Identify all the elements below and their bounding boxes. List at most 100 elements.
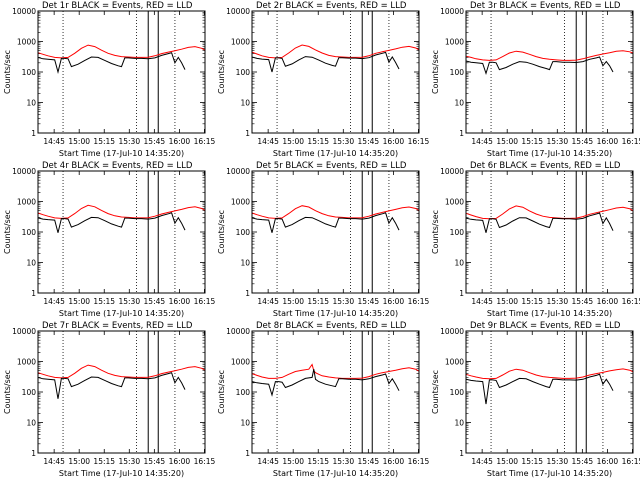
y-tick-label: 1000 <box>231 358 250 367</box>
y-tick-label: 10000 <box>440 7 464 16</box>
x-tick-label: 16:00 <box>597 297 619 306</box>
x-tick-label: 14:45 <box>471 457 493 466</box>
y-tick-label: 100 <box>236 228 251 237</box>
plot-frame <box>37 170 206 294</box>
x-tick-label: 16:15 <box>194 137 216 146</box>
y-axis-label: Counts/sec <box>431 50 440 94</box>
x-axis-label: Start Time (17-Jul-10 14:35:20) <box>487 469 612 478</box>
x-tick-label: 16:15 <box>622 297 640 306</box>
y-tick-label: 1000 <box>17 358 36 367</box>
detector-panel-6: Det 6r BLACK = Events, RED = LLD Counts/s… <box>431 161 640 318</box>
x-tick-label: 14:45 <box>257 457 279 466</box>
y-tick-label: 1 <box>245 129 250 138</box>
panel-title: Det 7r BLACK = Events, RED = LLD <box>42 321 193 331</box>
events-series-line <box>251 212 400 233</box>
x-tick-label: 15:45 <box>358 297 380 306</box>
panel-title: Det 8r BLACK = Events, RED = LLD <box>256 321 407 331</box>
y-tick-label: 1 <box>31 129 36 138</box>
x-tick-label: 15:15 <box>307 137 329 146</box>
plot-frame <box>465 330 634 454</box>
x-tick-label: 15:00 <box>68 457 90 466</box>
events-series-line <box>465 212 614 233</box>
x-tick-label: 15:15 <box>521 297 543 306</box>
x-axis-label: Start Time (17-Jul-10 14:35:20) <box>59 309 184 318</box>
y-tick-label: 10000 <box>440 327 464 336</box>
x-tick-label: 16:00 <box>169 297 191 306</box>
y-tick-label: 1 <box>245 449 250 458</box>
x-tick-label: 15:45 <box>358 457 380 466</box>
panel-title: Det 4r BLACK = Events, RED = LLD <box>42 161 193 171</box>
y-tick-label: 100 <box>22 388 37 397</box>
y-tick-label: 10 <box>26 99 36 108</box>
x-tick-label: 16:15 <box>408 457 430 466</box>
x-tick-label: 15:30 <box>332 297 354 306</box>
detector-panel-9: Det 9r BLACK = Events, RED = LLD Counts/s… <box>431 321 640 478</box>
plot-frame <box>465 170 634 294</box>
lld-series-line <box>251 44 420 59</box>
y-axis-label: Counts/sec <box>217 50 226 94</box>
plot-frame <box>251 330 420 454</box>
y-axis-label: Counts/sec <box>431 370 440 414</box>
detector-panel-4: Det 4r BLACK = Events, RED = LLD Counts/s… <box>3 161 215 318</box>
y-tick-label: 10 <box>240 259 250 268</box>
detector-panel-1: Det 1r BLACK = Events, RED = LLD Counts/s… <box>3 1 215 158</box>
x-tick-label: 15:00 <box>282 137 304 146</box>
y-axis-label: Counts/sec <box>3 50 12 94</box>
x-tick-label: 14:45 <box>43 137 65 146</box>
y-tick-label: 100 <box>22 68 37 77</box>
x-tick-label: 14:45 <box>43 457 65 466</box>
y-tick-label: 100 <box>450 388 465 397</box>
x-axis-label: Start Time (17-Jul-10 14:35:20) <box>487 149 612 158</box>
x-tick-label: 14:45 <box>43 297 65 306</box>
y-tick-label: 10 <box>26 259 36 268</box>
x-tick-label: 15:15 <box>93 137 115 146</box>
plot-frame <box>251 10 420 134</box>
panel-title: Det 6r BLACK = Events, RED = LLD <box>470 161 621 171</box>
x-tick-label: 15:45 <box>144 457 166 466</box>
x-axis-label: Start Time (17-Jul-10 14:35:20) <box>59 469 184 478</box>
y-axis-label: Counts/sec <box>217 210 226 254</box>
x-tick-label: 15:00 <box>68 297 90 306</box>
x-tick-label: 15:00 <box>68 137 90 146</box>
y-tick-label: 1000 <box>231 198 250 207</box>
y-tick-label: 10000 <box>12 327 36 336</box>
y-tick-label: 10000 <box>226 167 250 176</box>
x-tick-label: 15:45 <box>572 457 594 466</box>
y-axis-label: Counts/sec <box>3 210 12 254</box>
y-axis-label: Counts/sec <box>431 210 440 254</box>
events-series-line <box>37 52 186 74</box>
x-tick-label: 14:45 <box>257 297 279 306</box>
x-tick-label: 16:15 <box>194 457 216 466</box>
x-tick-label: 14:45 <box>471 297 493 306</box>
x-tick-label: 15:45 <box>572 137 594 146</box>
panel-title: Det 2r BLACK = Events, RED = LLD <box>256 1 407 11</box>
x-tick-label: 15:15 <box>307 457 329 466</box>
x-tick-label: 15:30 <box>546 137 568 146</box>
x-tick-label: 16:00 <box>597 457 619 466</box>
detector-panel-3: Det 3r BLACK = Events, RED = LLD Counts/s… <box>431 1 640 158</box>
y-tick-label: 100 <box>22 228 37 237</box>
x-tick-label: 15:45 <box>144 137 166 146</box>
y-tick-label: 100 <box>236 68 251 77</box>
y-tick-label: 100 <box>236 388 251 397</box>
x-tick-label: 15:15 <box>93 297 115 306</box>
y-tick-label: 1000 <box>445 358 464 367</box>
x-tick-label: 15:45 <box>144 297 166 306</box>
panel-title: Det 3r BLACK = Events, RED = LLD <box>470 1 621 11</box>
y-tick-label: 1 <box>31 449 36 458</box>
x-tick-label: 16:15 <box>622 137 640 146</box>
y-tick-label: 10 <box>454 99 464 108</box>
plot-frame <box>37 10 206 134</box>
x-tick-label: 15:30 <box>332 137 354 146</box>
lld-series-line <box>251 363 420 379</box>
events-series-line <box>251 369 400 397</box>
detector-panel-5: Det 5r BLACK = Events, RED = LLD Counts/s… <box>217 161 429 318</box>
y-tick-label: 1000 <box>17 38 36 47</box>
x-tick-label: 15:30 <box>118 137 140 146</box>
x-tick-label: 15:30 <box>332 457 354 466</box>
y-tick-label: 1 <box>31 289 36 298</box>
y-tick-label: 1000 <box>17 198 36 207</box>
x-tick-label: 15:00 <box>496 137 518 146</box>
events-series-line <box>37 212 186 233</box>
